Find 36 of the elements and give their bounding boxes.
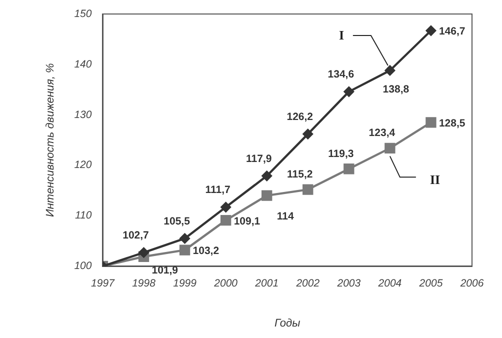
data-label: 126,2	[286, 111, 314, 124]
y-tick-label: 110	[74, 210, 92, 222]
x-axis-title: Годы	[274, 317, 300, 330]
x-tick-label: 2003	[336, 277, 361, 290]
x-tick-label: 1997	[91, 277, 116, 290]
y-tick-label: 120	[74, 159, 92, 172]
y-tick-label: 140	[74, 58, 92, 70]
data-label: 128,5	[438, 117, 466, 130]
data-label: 138,8	[382, 83, 410, 96]
x-tick-label: 2002	[295, 277, 320, 290]
data-label: 134,6	[328, 68, 354, 81]
y-tick-label: 100	[74, 260, 92, 272]
data-label: 103,2	[192, 245, 220, 258]
data-label: 101,9	[152, 264, 178, 277]
text: II	[430, 172, 440, 188]
x-tick-label: 2000	[213, 277, 238, 290]
data-label: 105,5	[164, 215, 190, 228]
x-tick-label: 2004	[377, 277, 402, 290]
x-tick-label: 2005	[418, 277, 443, 290]
y-tick-label: 130	[74, 108, 92, 121]
y-axis-title: Интенсивность движения, %	[44, 62, 57, 218]
data-label: 146,7	[438, 26, 466, 38]
data-label: 119,3	[328, 148, 354, 160]
text: I	[338, 27, 344, 42]
x-tick-label: 2006	[459, 277, 484, 290]
y-tick-label: 150	[74, 8, 92, 20]
data-label: 115,2	[287, 168, 313, 181]
x-tick-label: 1998	[132, 277, 156, 290]
x-tick-label: 1999	[173, 277, 197, 290]
data-label: 111,7	[205, 184, 231, 196]
data-label: 102,7	[122, 230, 150, 242]
data-label: 123,4	[368, 127, 396, 140]
data-label: 109,1	[234, 215, 260, 228]
data-label: 114	[276, 210, 294, 223]
x-tick-label: 2001	[254, 277, 279, 290]
data-label: 117,9	[246, 152, 272, 165]
